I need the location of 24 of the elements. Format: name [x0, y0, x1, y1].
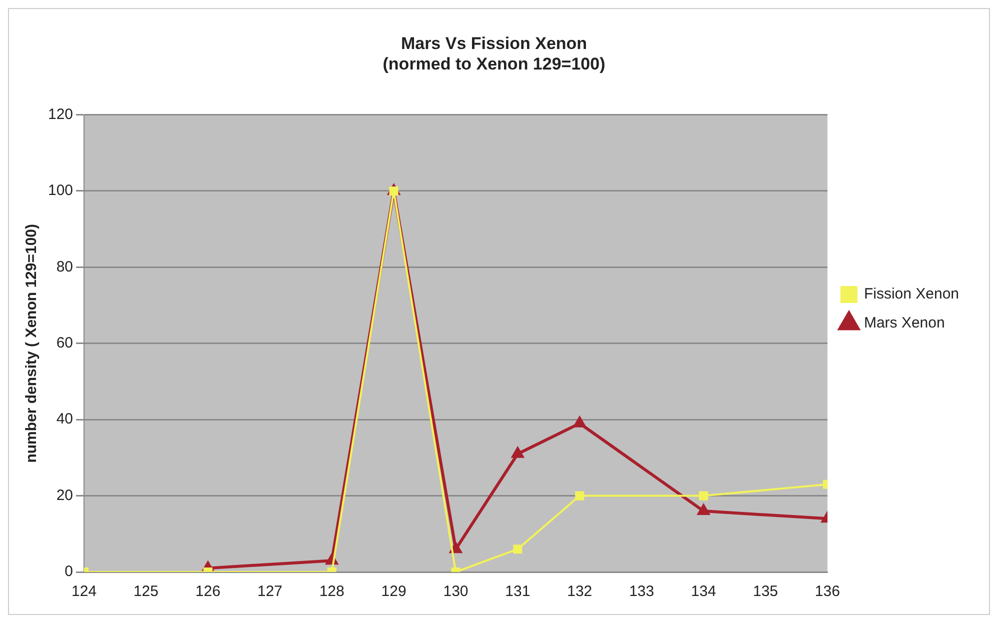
y-tick-label: 120 [48, 106, 74, 123]
y-tick-label: 100 [48, 182, 74, 200]
x-tick-label: 127 [257, 583, 282, 600]
x-tick-label: 135 [752, 583, 778, 600]
x-tick-label: 133 [629, 583, 654, 600]
x-tick-label: 124 [72, 583, 97, 600]
x-tick-label: 131 [505, 583, 530, 600]
y-tick-label: 20 [56, 486, 74, 504]
x-tick-label: 126 [195, 583, 220, 600]
y-tick-label: 80 [56, 258, 74, 276]
chart-title: Mars Vs Fission Xenon (normed to Xenon 129=100) [382, 34, 606, 74]
x-tick-label: 136 [814, 583, 840, 600]
y-tick-label: 0 [64, 563, 74, 580]
x-tick-label: 129 [381, 583, 406, 600]
legend-label: Fission Xenon [864, 286, 960, 303]
x-tick-label: 130 [443, 583, 468, 600]
x-tick-label: 132 [567, 583, 592, 600]
legend-label: Mars Xenon [864, 314, 945, 332]
y-tick-label: 40 [56, 410, 74, 428]
x-tick-label: 134 [691, 583, 716, 600]
x-tick-label: 125 [133, 583, 158, 600]
x-tick-label: 128 [319, 583, 344, 600]
y-axis-title: number density ( Xenon 129=100) [23, 224, 40, 463]
y-tick-label: 60 [56, 334, 74, 352]
